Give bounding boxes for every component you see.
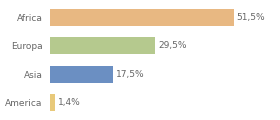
Bar bbox=[50, 66, 113, 83]
Bar bbox=[50, 94, 55, 111]
Text: 51,5%: 51,5% bbox=[236, 13, 265, 22]
Text: 1,4%: 1,4% bbox=[58, 98, 81, 107]
Bar bbox=[50, 37, 155, 54]
Text: 29,5%: 29,5% bbox=[158, 41, 187, 50]
Text: 17,5%: 17,5% bbox=[115, 70, 144, 79]
Bar bbox=[50, 9, 234, 26]
